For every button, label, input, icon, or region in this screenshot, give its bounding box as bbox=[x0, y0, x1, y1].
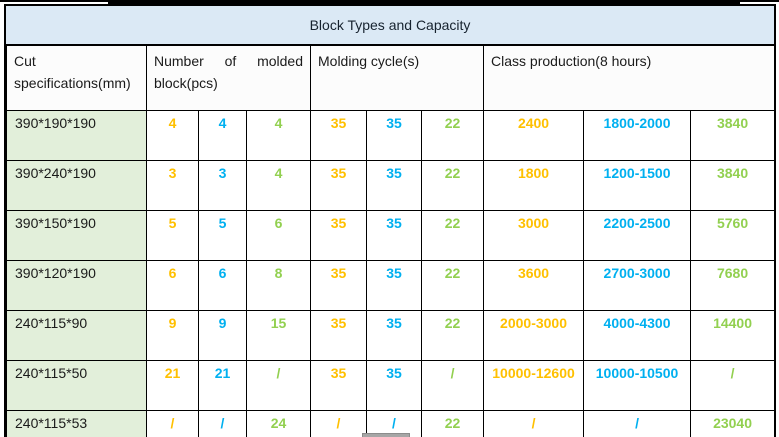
cycle-value-cell: 35 bbox=[310, 110, 367, 161]
production-value-cell: / bbox=[690, 360, 776, 411]
column-header-class-production: Class production(8 hours) bbox=[483, 45, 776, 111]
molded-value-cell: 6 bbox=[198, 260, 247, 311]
molded-value-cell: / bbox=[198, 410, 247, 437]
column-header-cut-specifications: Cut specifications(mm) bbox=[6, 45, 147, 111]
cycle-value-cell: 35 bbox=[310, 160, 367, 211]
production-value-cell: 1200-1500 bbox=[583, 160, 692, 211]
cycle-value-cell: 22 bbox=[420, 210, 485, 261]
production-value-cell: 7680 bbox=[690, 260, 776, 311]
production-value-cell: 1800-2000 bbox=[583, 110, 692, 161]
molded-value-cell: 4 bbox=[246, 160, 311, 211]
table-body: 390*190*190 4 4 4 35 35 22 2400 1800-2000 3840 390… bbox=[6, 110, 776, 437]
cycle-value-cell: 22 bbox=[420, 410, 485, 437]
cycle-value-cell: 35 bbox=[366, 260, 422, 311]
molded-value-cell: / bbox=[146, 410, 199, 437]
production-value-cell: 14400 bbox=[690, 310, 776, 361]
spec-cell: 390*240*190 bbox=[6, 160, 147, 211]
molded-value-cell: 5 bbox=[146, 210, 199, 261]
production-value-cell: 4000-4300 bbox=[583, 310, 692, 361]
cycle-value-cell: 22 bbox=[420, 310, 485, 361]
table-row: 240*115*90 9 9 15 35 35 22 2000-3000 4000-4300 14… bbox=[6, 310, 776, 361]
spec-cell: 240*115*50 bbox=[6, 360, 147, 411]
cycle-value-cell: 35 bbox=[366, 160, 422, 211]
table-row: 240*115*53//24//22//23040 bbox=[6, 410, 776, 437]
cycle-value-cell: 35 bbox=[366, 110, 422, 161]
molded-value-cell: 5 bbox=[198, 210, 247, 261]
molded-value-cell: 8 bbox=[246, 260, 311, 311]
table-row: 390*120*190 6 6 8 35 35 22 3600 2700-3000 7680 bbox=[6, 260, 776, 311]
spec-cell: 390*150*190 bbox=[6, 210, 147, 261]
cycle-value-cell: 35 bbox=[310, 310, 367, 361]
molded-value-cell: 24 bbox=[246, 410, 311, 437]
table-row: 390*150*190 5 5 6 35 35 22 3000 2200-2500 5760 bbox=[6, 210, 776, 261]
production-value-cell: 2400 bbox=[483, 110, 585, 161]
molded-value-cell: 4 bbox=[198, 110, 247, 161]
production-value-cell: 3600 bbox=[483, 260, 585, 311]
column-header-molded-blocks: Number of molded block(pcs) bbox=[146, 45, 311, 111]
cycle-value-cell: 35 bbox=[310, 260, 367, 311]
production-value-cell: 3840 bbox=[690, 110, 776, 161]
molded-value-cell: 6 bbox=[146, 260, 199, 311]
cycle-value-cell: 35 bbox=[366, 210, 422, 261]
molded-value-cell: 3 bbox=[146, 160, 199, 211]
production-value-cell: 10000-12600 bbox=[483, 360, 585, 411]
production-value-cell: 2000-3000 bbox=[483, 310, 585, 361]
production-value-cell: 3840 bbox=[690, 160, 776, 211]
production-value-cell: 3000 bbox=[483, 210, 585, 261]
table-row: 390*190*190 4 4 4 35 35 22 2400 1800-2000 3840 bbox=[6, 110, 776, 161]
spec-cell: 390*120*190 bbox=[6, 260, 147, 311]
data-table: Cut specifications(mm) Number of molded … bbox=[6, 45, 776, 437]
table-title: Block Types and Capacity bbox=[6, 6, 774, 45]
cycle-value-cell: 35 bbox=[310, 360, 367, 411]
production-value-cell: 23040 bbox=[690, 410, 776, 437]
molded-value-cell: 6 bbox=[246, 210, 311, 261]
header-row: Cut specifications(mm) Number of molded … bbox=[6, 45, 776, 111]
cycle-value-cell: 35 bbox=[366, 360, 422, 411]
molded-value-cell: 21 bbox=[198, 360, 247, 411]
molded-value-cell: 4 bbox=[246, 110, 311, 161]
cycle-value-cell: 22 bbox=[420, 160, 485, 211]
block-capacity-table: Block Types and Capacity Cut specificati… bbox=[4, 4, 776, 437]
molded-value-cell: 9 bbox=[198, 310, 247, 361]
cycle-value-cell: 22 bbox=[420, 260, 485, 311]
molded-value-cell: / bbox=[246, 360, 311, 411]
cycle-value-cell: 35 bbox=[310, 210, 367, 261]
column-header-molding-cycle: Molding cycle(s) bbox=[309, 45, 485, 111]
cycle-value-cell: 22 bbox=[420, 110, 485, 161]
cycle-value-cell: / bbox=[420, 360, 485, 411]
bottom-scrollbar-artifact bbox=[362, 433, 410, 437]
production-value-cell: 10000-10500 bbox=[583, 360, 692, 411]
production-value-cell: 5760 bbox=[690, 210, 776, 261]
cycle-value-cell: / bbox=[366, 410, 422, 437]
table-row: 240*115*50 21 21/35 35/10000-12600 10000-105… bbox=[6, 360, 776, 411]
molded-value-cell: 15 bbox=[246, 310, 311, 361]
top-crop-bar bbox=[108, 0, 740, 5]
cycle-value-cell: / bbox=[310, 410, 367, 437]
molded-value-cell: 21 bbox=[146, 360, 199, 411]
molded-value-cell: 3 bbox=[198, 160, 247, 211]
molded-value-cell: 4 bbox=[146, 110, 199, 161]
cycle-value-cell: 35 bbox=[366, 310, 422, 361]
production-value-cell: 2700-3000 bbox=[583, 260, 692, 311]
spec-cell: 240*115*90 bbox=[6, 310, 147, 361]
table-row: 390*240*190 3 3 4 35 35 22 1800 1200-1500 3840 bbox=[6, 160, 776, 211]
molded-value-cell: 9 bbox=[146, 310, 199, 361]
production-value-cell: / bbox=[583, 410, 692, 437]
spec-cell: 240*115*53 bbox=[6, 410, 147, 437]
spec-cell: 390*190*190 bbox=[6, 110, 147, 161]
production-value-cell: / bbox=[483, 410, 585, 437]
production-value-cell: 1800 bbox=[483, 160, 585, 211]
production-value-cell: 2200-2500 bbox=[583, 210, 692, 261]
